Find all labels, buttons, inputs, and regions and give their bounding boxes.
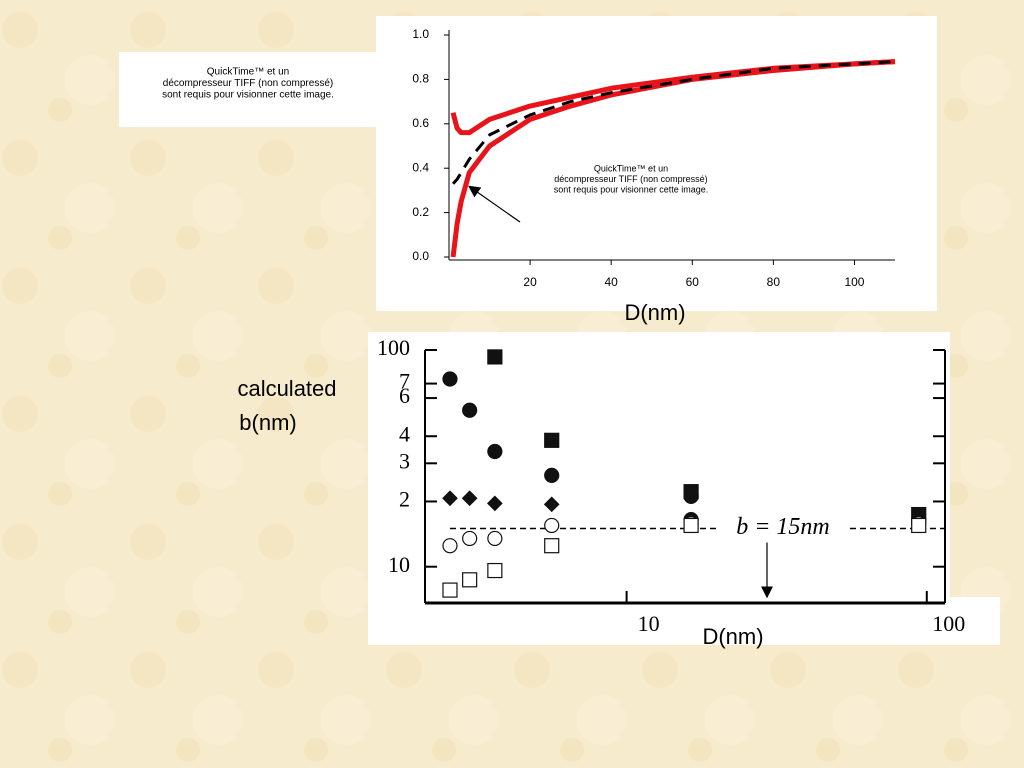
point xyxy=(487,349,503,365)
point xyxy=(544,432,560,448)
point xyxy=(442,538,458,554)
point xyxy=(544,467,560,483)
point xyxy=(543,496,560,513)
x-tick-label: 100 xyxy=(932,611,965,636)
point xyxy=(442,582,458,598)
point xyxy=(544,538,560,554)
y-tick-label: 3 xyxy=(399,448,410,473)
y-tick-label: 7 xyxy=(399,369,410,394)
reference-label-box xyxy=(718,512,848,543)
annotation: QuickTime™ et un xyxy=(207,67,289,78)
annotation: décompresseur TIFF (non compressé) xyxy=(163,78,333,89)
x-tick-label: 10 xyxy=(638,611,660,636)
point xyxy=(683,484,699,500)
y-tick-label: 1.0 xyxy=(412,27,429,41)
point xyxy=(462,402,478,418)
y-tick-label: 2 xyxy=(399,487,410,512)
line-series xyxy=(450,59,896,258)
arrow xyxy=(468,185,521,223)
point xyxy=(487,443,503,460)
annotation: QuickTime™ et un xyxy=(594,163,668,173)
point xyxy=(442,371,458,387)
point xyxy=(442,490,458,507)
x-tick-label: 40 xyxy=(605,275,619,289)
x-axis-label: D(nm) xyxy=(624,300,685,325)
point xyxy=(487,495,503,512)
line-series xyxy=(451,60,896,185)
x-tick-label: 20 xyxy=(523,275,537,289)
image-placeholder xyxy=(119,52,378,127)
annotation: décompresseur TIFF (non compressé) xyxy=(554,174,707,184)
x-axis-label: D(nm) xyxy=(702,624,763,649)
point xyxy=(487,562,503,579)
y-tick-label: 0.2 xyxy=(412,205,429,219)
image-placeholder xyxy=(527,146,735,218)
bottom-axis-panel xyxy=(368,597,1000,645)
y-tick-label: 0.8 xyxy=(412,72,429,86)
bottom-panel xyxy=(368,332,950,597)
point xyxy=(462,572,478,588)
point xyxy=(461,490,478,507)
y-axis-label: b(nm) xyxy=(239,410,296,435)
annotation: sont requis pour visionner cette image. xyxy=(162,90,334,101)
y-tick-label: 6 xyxy=(399,383,410,408)
y-tick-label: 0.6 xyxy=(412,116,429,130)
annotation: sont requis pour visionner cette image. xyxy=(554,184,709,194)
x-tick-label: 80 xyxy=(767,275,781,289)
point xyxy=(544,517,560,534)
point xyxy=(462,530,478,547)
reference-label: b = 15nm xyxy=(736,514,830,540)
y-tick-label: 100 xyxy=(377,335,410,360)
y-tick-label: 10 xyxy=(388,552,410,577)
y-tick-label: 0.0 xyxy=(412,249,429,263)
point xyxy=(911,517,927,534)
x-tick-label: 100 xyxy=(844,275,864,289)
point xyxy=(487,530,503,547)
x-tick-label: 60 xyxy=(686,275,700,289)
point xyxy=(683,517,699,534)
y-tick-label: 0.4 xyxy=(412,160,429,174)
y-axis-label: calculated xyxy=(237,376,336,401)
y-tick-label: 4 xyxy=(399,421,410,446)
